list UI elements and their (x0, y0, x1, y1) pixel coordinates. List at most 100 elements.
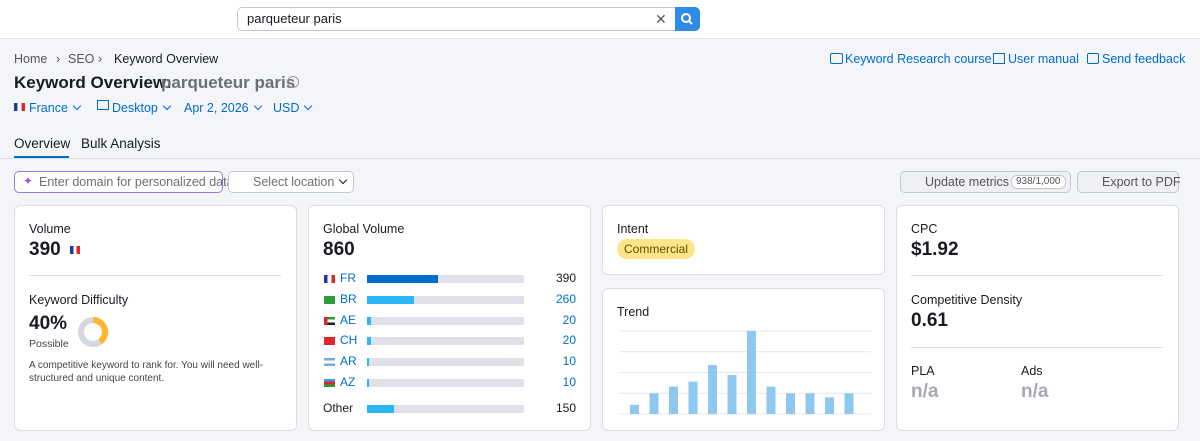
bar-track (367, 316, 524, 325)
filter-text: France (29, 101, 68, 115)
donut-arc (78, 317, 108, 347)
trend-chart (619, 330, 871, 415)
add-icon[interactable] (287, 76, 299, 88)
breadcrumb: Keyword Overview (114, 52, 219, 66)
breadcrumb-sep: › (56, 52, 61, 66)
volume-bar (367, 379, 369, 387)
volume-value: 20 (562, 312, 576, 327)
search-button[interactable] (675, 7, 700, 31)
pla-value: n/a (911, 381, 939, 402)
bar-track (367, 337, 524, 346)
country-code: AR (340, 354, 357, 369)
volume-value: 10 (562, 354, 576, 369)
trend-bar (844, 393, 854, 414)
clear-icon[interactable]: ✕ (655, 11, 667, 27)
device-filter[interactable]: Desktop (112, 101, 172, 115)
country-code: AZ (340, 375, 356, 389)
kd-donut (78, 317, 108, 347)
volume-value: 150 (555, 401, 576, 415)
trend-bar (708, 365, 717, 414)
trend-card: Trend (602, 288, 885, 431)
update-button[interactable]: Update metrics 938/1,000 (900, 171, 1071, 193)
volume-card: Volume 390 Keyword Difficulty 40% Possib… (14, 205, 297, 431)
kd-value: 40% (29, 313, 68, 334)
trend-bar (825, 397, 834, 414)
divider (911, 275, 1163, 276)
cpc-card: CPC $1.92 Competitive Density 0.61 PLA n… (896, 205, 1179, 431)
intent-badge: Commercial (617, 239, 696, 259)
flag (324, 379, 335, 387)
volume-value: 10 (562, 375, 576, 389)
breadcrumb[interactable]: Home (14, 52, 48, 66)
bar-track (367, 358, 524, 367)
flag (324, 337, 335, 346)
bar-track (367, 379, 524, 387)
quota: 938/1,000 (1011, 175, 1066, 189)
course-link[interactable]: Keyword Research course (845, 52, 992, 66)
trend-bar (649, 393, 659, 414)
divider (0, 158, 1200, 159)
trend-bar (786, 393, 795, 414)
label: Global Volume (323, 222, 405, 236)
export-button[interactable]: Export to PDF (1077, 171, 1181, 193)
volume-bar (367, 358, 369, 367)
icon (1087, 53, 1099, 64)
trend-bar (688, 381, 698, 414)
flag (70, 246, 80, 254)
volume-bar (367, 295, 415, 304)
volume-value: 390 (555, 271, 576, 285)
button-text: Export to PDF (1102, 175, 1181, 189)
bar-track (367, 295, 524, 304)
volume-value: 390 (29, 239, 61, 260)
label: Competitive Density (911, 293, 1023, 307)
volume-bar (367, 275, 439, 283)
currency-filter[interactable]: USD (273, 101, 313, 115)
flag (324, 295, 335, 304)
manual-link[interactable]: User manual (1008, 52, 1079, 66)
trend-bar (630, 404, 639, 414)
cpc-value: $1.92 (911, 239, 959, 260)
volume-bar (367, 316, 371, 325)
trend-bar (805, 393, 815, 414)
icon (830, 53, 843, 64)
label: Volume (29, 222, 71, 236)
flag (14, 103, 25, 111)
domain-input[interactable]: ✦ Enter domain for personalized data (14, 171, 234, 193)
divider (911, 347, 1163, 348)
country-code: BR (340, 291, 357, 306)
tab[interactable]: Bulk Analysis (81, 136, 161, 151)
trend-bar (766, 386, 776, 414)
label: Ads (1021, 364, 1043, 378)
trend-bar (669, 386, 678, 414)
feedback-link[interactable]: Send feedback (1102, 52, 1186, 66)
volume-bar (367, 337, 371, 346)
trend-bar (747, 331, 756, 414)
breadcrumb[interactable]: SEO (68, 52, 95, 66)
flag (324, 316, 335, 325)
country-code: CH (340, 333, 358, 348)
flag (324, 358, 335, 367)
button-text: Update metrics (925, 175, 1010, 189)
volume-bar (367, 405, 395, 413)
search-input[interactable]: parqueteur paris (237, 7, 684, 31)
icon (993, 53, 1005, 64)
keyword: parqueteur paris (161, 73, 296, 92)
divider (29, 275, 281, 276)
intent-card: Intent Commercial (602, 205, 885, 275)
filter-text: Desktop (112, 101, 158, 115)
location-select[interactable]: Select location (228, 171, 354, 193)
volume-value: 20 (562, 333, 576, 348)
kd-note: A competitive keyword to rank for. You w… (29, 360, 264, 384)
icon (97, 100, 109, 110)
bar-track (367, 275, 524, 283)
date-filter[interactable]: Apr 2, 2026 (184, 101, 262, 115)
label: Keyword Difficulty (29, 293, 129, 307)
country-filter[interactable]: France (29, 101, 82, 115)
global-volume-card: Global Volume 860 FR 390 BR 260 AE 20 CH 20 AR 10… (308, 205, 591, 431)
page-title: Keyword Overview: (14, 73, 172, 92)
filter-text: Apr 2, 2026 (184, 101, 249, 115)
placeholder: Enter domain for personalized data (39, 175, 234, 189)
tab[interactable]: Overview (14, 136, 71, 151)
label: Intent (617, 222, 649, 236)
other-label: Other (323, 401, 354, 415)
